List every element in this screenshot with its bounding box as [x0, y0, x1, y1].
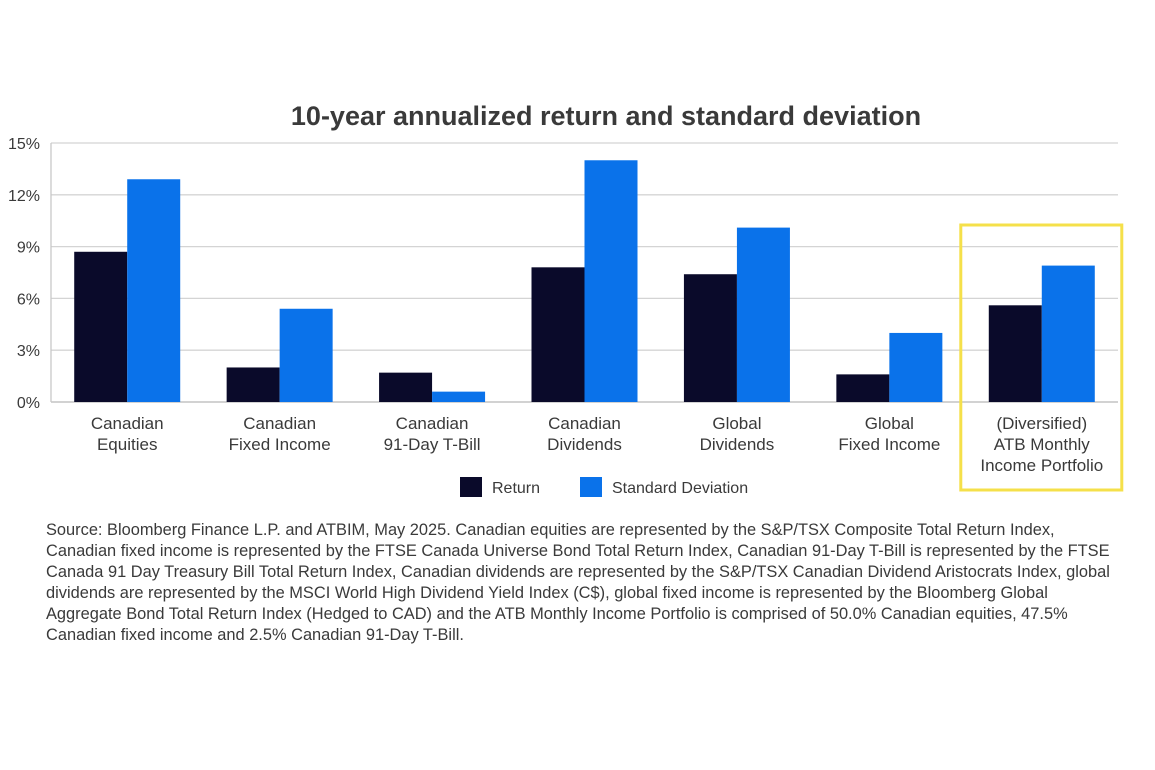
x-category-label: ATB Monthly: [994, 435, 1091, 454]
legend-swatch-standard-deviation: [580, 477, 602, 497]
x-category-label: Canadian: [548, 414, 621, 433]
bar-standard-deviation: [736, 227, 790, 402]
x-category-label: Canadian: [396, 414, 469, 433]
bar-return: [836, 374, 890, 402]
x-category-label: Global: [865, 414, 914, 433]
y-tick-label: 0%: [17, 395, 40, 412]
y-tick-label: 6%: [17, 291, 40, 308]
x-axis-category-labels: Canadian Equities Canadian Fixed Income Cana…: [91, 414, 1103, 475]
chart-title: 10-year annualized return and standard d…: [291, 101, 921, 131]
y-tick-label: 3%: [17, 343, 40, 360]
bar-chart: 10-year annualized return and standard d…: [8, 101, 1124, 497]
bars: [74, 160, 1095, 402]
y-tick-label: 15%: [8, 136, 40, 153]
x-category-label: Dividends: [547, 435, 622, 454]
x-category-label: 91-Day T-Bill: [384, 435, 481, 454]
x-category-label: Canadian: [243, 414, 316, 433]
bar-return: [531, 267, 585, 402]
x-category-label: Income Portfolio: [980, 456, 1103, 475]
bar-return: [379, 372, 433, 402]
legend: Return Standard Deviation: [460, 477, 748, 497]
y-axis-ticks: 0% 3% 6% 9% 12% 15%: [8, 136, 40, 412]
legend-swatch-return: [460, 477, 482, 497]
bar-standard-deviation: [1041, 265, 1095, 402]
bar-standard-deviation: [432, 391, 486, 402]
bar-return: [74, 251, 128, 402]
x-category-label: Canadian: [91, 414, 164, 433]
bar-return: [226, 367, 280, 402]
x-category-label: Dividends: [700, 435, 775, 454]
bar-return: [683, 274, 737, 402]
bar-standard-deviation: [584, 160, 638, 402]
x-category-label: Fixed Income: [838, 435, 940, 454]
legend-label: Return: [492, 480, 540, 497]
highlight-box: [959, 223, 1124, 492]
y-tick-label: 9%: [17, 240, 40, 257]
x-category-label: Fixed Income: [229, 435, 331, 454]
bar-standard-deviation: [127, 179, 181, 402]
y-tick-label: 12%: [8, 188, 40, 205]
bar-standard-deviation: [279, 308, 333, 402]
bar-return: [988, 305, 1042, 402]
x-category-label: Equities: [97, 435, 157, 454]
legend-label: Standard Deviation: [612, 480, 748, 497]
x-category-label: Global: [712, 414, 761, 433]
x-category-label: (Diversified): [996, 414, 1087, 433]
source-note: Source: Bloomberg Finance L.P. and ATBIM…: [46, 521, 1110, 644]
bar-standard-deviation: [889, 332, 943, 402]
highlight-box-group: [959, 223, 1124, 492]
